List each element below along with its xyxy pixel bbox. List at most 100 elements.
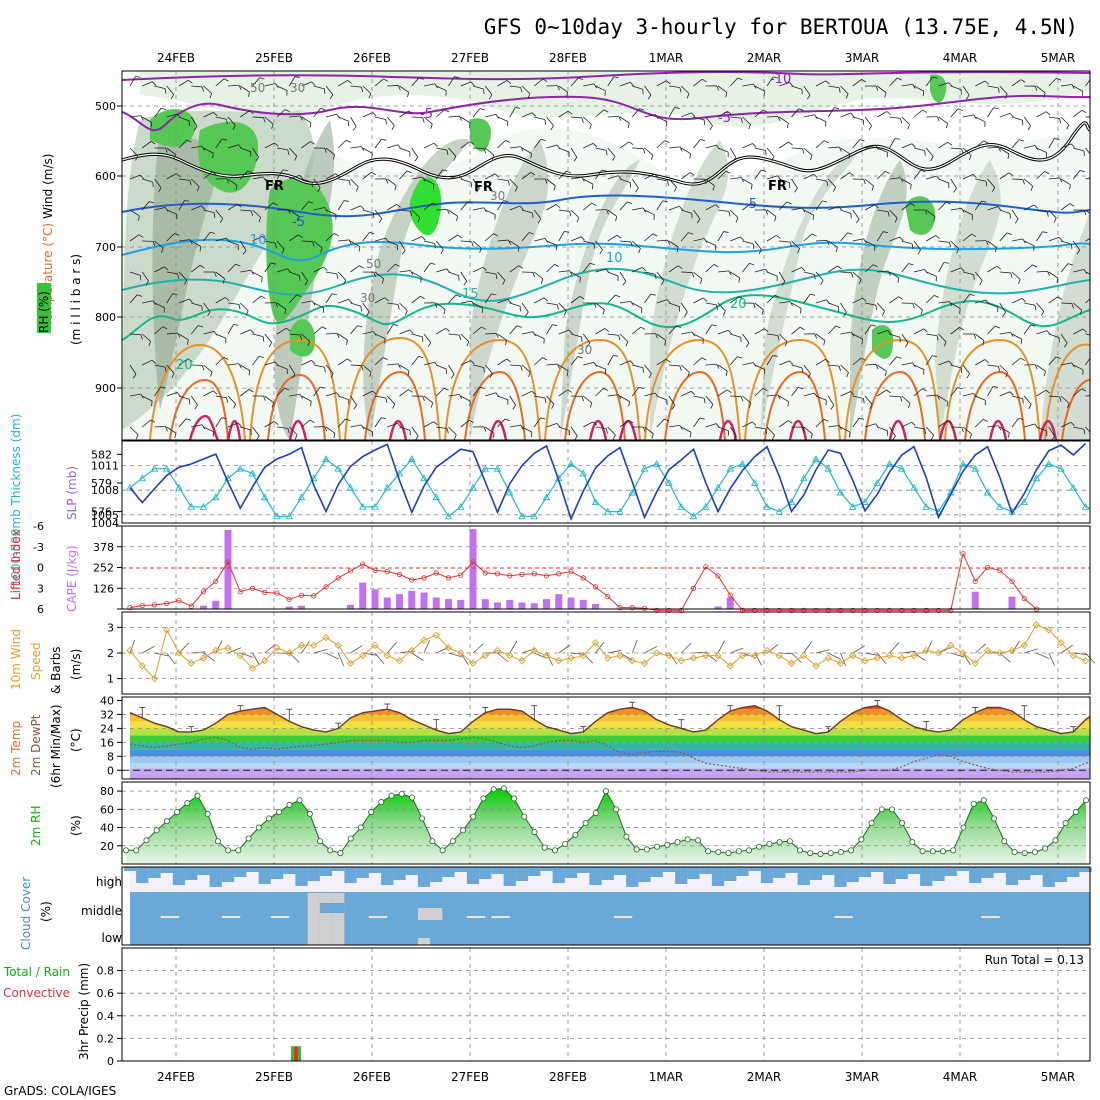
wind-barb-flag	[723, 231, 729, 233]
wind-barb	[913, 147, 925, 152]
cloud-mid-trace	[491, 916, 510, 918]
wind-barb-flag	[397, 422, 402, 428]
wind-barb	[313, 386, 321, 397]
cape-bar	[530, 603, 538, 609]
wind-barb-flag	[1079, 309, 1083, 315]
wind-barb-flag	[540, 278, 544, 284]
cloud-mid-trace	[160, 916, 179, 918]
wind-barb-flag	[348, 239, 352, 245]
wind-barb	[668, 424, 680, 428]
cloud-high-cell	[895, 867, 908, 879]
wind-barb-flag	[311, 360, 316, 365]
thickness-point	[1095, 509, 1100, 515]
wind-barb-flag	[924, 150, 926, 156]
wind-barb	[558, 364, 569, 372]
li-tick: 6	[37, 603, 44, 616]
wind-barb-flag	[985, 240, 989, 246]
wind-barb-flag	[1054, 138, 1060, 140]
wind-barb	[301, 141, 311, 149]
wind-barb	[607, 294, 616, 304]
wind-barb	[705, 363, 717, 366]
wind-barb-flag	[1092, 77, 1097, 78]
wind-barb	[485, 173, 496, 180]
wind-barb-flag	[863, 238, 867, 244]
wind-barb-flag	[738, 296, 744, 300]
lifted-index-point	[323, 584, 329, 590]
wind-barb-flag	[262, 236, 267, 241]
wind-barb	[558, 231, 565, 242]
wind-barb	[803, 147, 813, 156]
wind-barb	[1085, 357, 1090, 366]
wind-barb-flag	[237, 203, 242, 208]
wind-barb-flag	[223, 78, 229, 82]
wind-barb	[240, 329, 251, 335]
wind-barb	[656, 358, 667, 366]
wind10m-point	[579, 651, 587, 660]
wind-barb	[619, 201, 628, 211]
cloud-high-cell	[834, 867, 847, 887]
wind-barb	[803, 85, 811, 96]
wind-barb	[705, 395, 714, 405]
wind-barb-flag	[360, 424, 365, 430]
wind-barb	[693, 209, 701, 220]
wind-barb-flag	[1034, 305, 1037, 311]
wind-barb	[595, 302, 605, 310]
wind-barb-flag	[373, 272, 376, 278]
wind-barb	[778, 333, 788, 343]
lifted-index-point	[948, 607, 954, 613]
wind-barb-flag	[973, 114, 977, 120]
wind-barb	[166, 173, 177, 180]
wind-barb-flag	[530, 153, 532, 159]
wind-barb-flag	[392, 403, 396, 409]
wind-barb-flag	[851, 272, 854, 278]
wind-barb-flag	[1055, 356, 1061, 359]
wind10m-point	[175, 649, 183, 657]
wind-barb-flag	[589, 402, 593, 408]
wind-barb-flag	[601, 169, 607, 172]
lifted-index-point	[176, 598, 182, 604]
wind-barb	[301, 333, 310, 342]
wind-barb-flag	[797, 248, 800, 254]
wind-barb-flag	[823, 418, 829, 422]
wind-barb-flag	[434, 243, 436, 249]
cloud-high-cell	[981, 867, 994, 878]
rh2m-point	[1042, 845, 1049, 852]
wind-barb-flag	[505, 139, 511, 143]
date-label-top: 5MAR	[1041, 51, 1076, 65]
wind-barb	[1048, 356, 1057, 366]
lifted-index-point	[972, 578, 978, 584]
cape-bar	[359, 582, 367, 609]
cloud-high-cell	[540, 867, 553, 871]
wind-barb-flag	[984, 80, 990, 85]
wind-barb	[987, 302, 998, 308]
rh2m-point	[735, 848, 742, 855]
wind-barb	[742, 395, 752, 404]
wind-barb	[472, 85, 484, 90]
wind-barb-flag	[162, 326, 168, 330]
rh2m-point	[214, 838, 221, 845]
wind-barb-flag	[826, 181, 829, 187]
thickness-point	[248, 469, 257, 477]
wind10m-point	[1045, 626, 1053, 634]
wind-barb-flag	[812, 214, 814, 221]
wind-barb-flag	[982, 340, 985, 346]
wind-barb	[962, 293, 970, 304]
wind-barb-flag	[858, 279, 862, 285]
wind-barb-flag	[422, 396, 425, 402]
wind-barb-flag	[331, 293, 337, 296]
date-label-top: 25FEB	[255, 51, 293, 65]
cloud-high-cell	[883, 867, 896, 884]
wind-barb-flag	[1053, 217, 1057, 223]
wind-barb-flag	[161, 107, 167, 110]
wind10m-point	[420, 636, 428, 644]
wind10m-point	[996, 649, 1004, 657]
cape-bar	[506, 599, 514, 609]
wind-barb-flag	[1002, 312, 1006, 317]
rh2m-unit: (%)	[69, 815, 83, 836]
wind-barb	[656, 239, 668, 242]
thickness-tick: 582	[91, 448, 112, 461]
wind-barb-flag	[920, 309, 923, 315]
date-label-top: 24FEB	[157, 51, 195, 65]
wind-barb-flag	[1046, 211, 1049, 217]
wind-barb	[509, 146, 521, 149]
